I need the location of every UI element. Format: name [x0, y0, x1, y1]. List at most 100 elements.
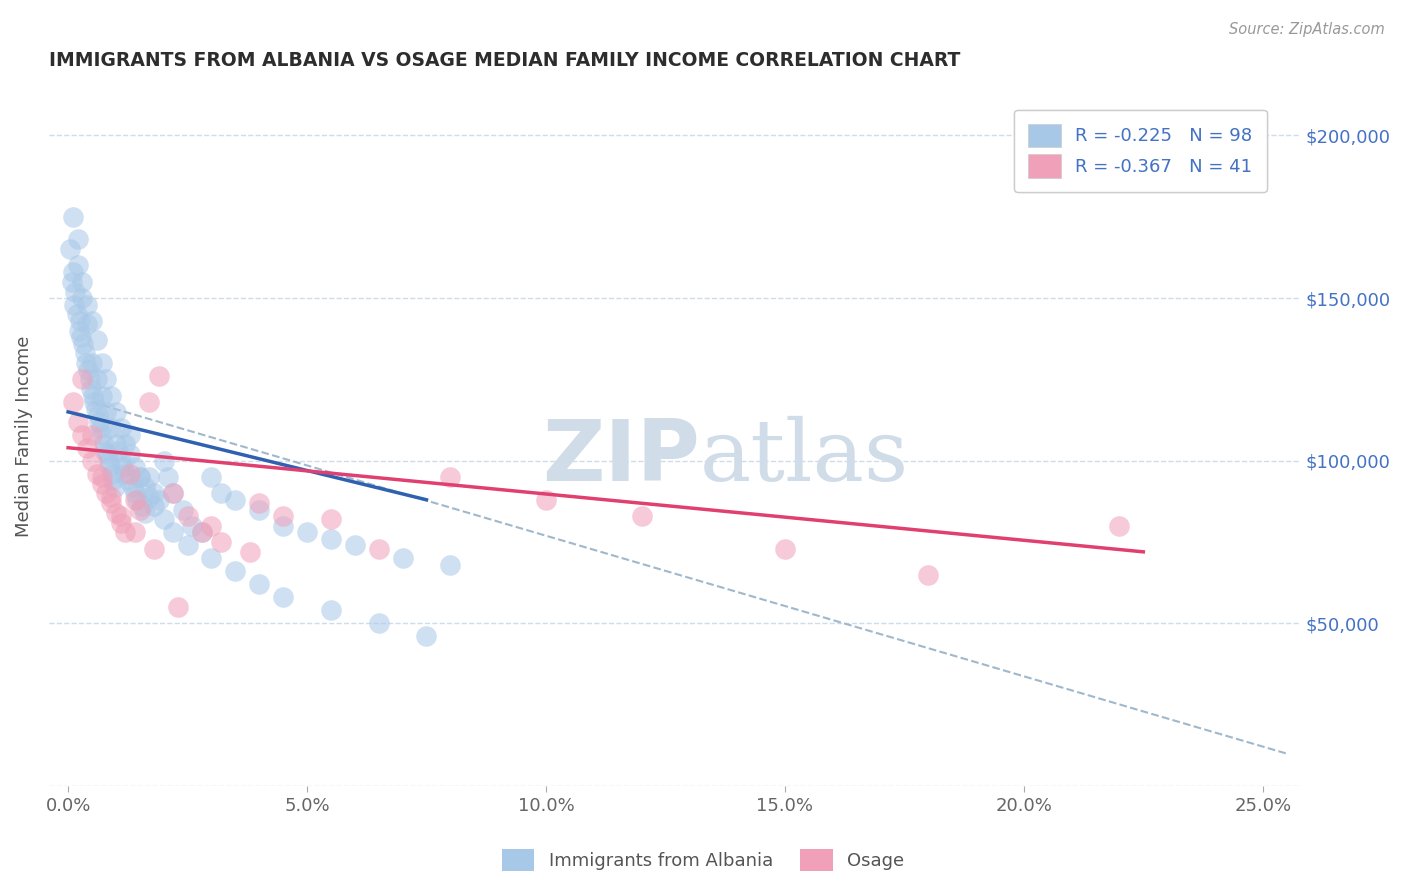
Point [73, 346, 96, 360]
Point [131, 500, 153, 514]
Point [91, 427, 114, 442]
Point [66, 415, 89, 429]
Point [128, 502, 150, 516]
Point [72, 336, 94, 351]
Point [120, 427, 142, 442]
Text: IMMIGRANTS FROM ALBANIA VS OSAGE MEDIAN FAMILY INCOME CORRELATION CHART: IMMIGRANTS FROM ALBANIA VS OSAGE MEDIAN … [49, 51, 960, 70]
Point [181, 518, 204, 533]
Point [104, 437, 127, 451]
Point [630, 509, 652, 524]
Point [167, 600, 190, 615]
Point [97, 454, 120, 468]
Legend: R = -0.225   N = 98, R = -0.367   N = 41: R = -0.225 N = 98, R = -0.367 N = 41 [1014, 110, 1267, 192]
Point [86, 467, 108, 481]
Point [157, 470, 180, 484]
Point [93, 437, 115, 451]
Point [295, 525, 318, 540]
Point [124, 486, 146, 500]
Point [100, 389, 122, 403]
Point [67, 324, 90, 338]
Point [104, 506, 127, 520]
Point [86, 372, 108, 386]
Point [63, 297, 86, 311]
Point [162, 525, 184, 540]
Point [94, 444, 117, 458]
Point [124, 492, 146, 507]
Legend: Immigrants from Albania, Osage: Immigrants from Albania, Osage [495, 842, 911, 879]
Point [152, 512, 174, 526]
Point [162, 486, 184, 500]
Point [96, 486, 118, 500]
Point [100, 496, 122, 510]
Point [271, 518, 294, 533]
Point [1108, 518, 1130, 533]
Point [917, 567, 939, 582]
Point [319, 603, 342, 617]
Point [80, 382, 103, 396]
Point [343, 538, 366, 552]
Point [76, 317, 98, 331]
Point [75, 356, 97, 370]
Point [148, 492, 170, 507]
Point [124, 460, 146, 475]
Point [59, 242, 82, 256]
Text: ZIP: ZIP [543, 416, 700, 499]
Point [76, 297, 98, 311]
Point [367, 541, 389, 556]
Point [124, 525, 146, 540]
Point [60, 275, 83, 289]
Point [96, 447, 118, 461]
Text: atlas: atlas [700, 416, 910, 499]
Point [90, 476, 112, 491]
Point [415, 630, 437, 644]
Point [89, 415, 111, 429]
Point [104, 480, 127, 494]
Point [80, 314, 103, 328]
Point [138, 490, 160, 504]
Point [66, 259, 89, 273]
Point [101, 467, 124, 481]
Point [114, 437, 136, 451]
Point [209, 486, 232, 500]
Point [77, 362, 100, 376]
Point [143, 500, 166, 514]
Point [120, 447, 142, 461]
Point [138, 470, 160, 484]
Point [80, 454, 103, 468]
Point [247, 496, 270, 510]
Point [172, 502, 194, 516]
Point [200, 470, 222, 484]
Point [110, 516, 132, 530]
Point [134, 480, 156, 494]
Point [200, 551, 222, 566]
Point [239, 545, 262, 559]
Point [127, 492, 149, 507]
Point [86, 408, 108, 422]
Point [84, 401, 107, 416]
Point [96, 405, 118, 419]
Point [103, 473, 125, 487]
Point [66, 232, 89, 246]
Point [117, 473, 139, 487]
Point [80, 427, 103, 442]
Point [191, 525, 214, 540]
Point [143, 541, 166, 556]
Point [90, 421, 112, 435]
Point [121, 480, 143, 494]
Y-axis label: Median Family Income: Median Family Income [15, 335, 32, 537]
Point [319, 512, 342, 526]
Point [72, 275, 94, 289]
Point [90, 470, 112, 484]
Point [107, 444, 129, 458]
Point [114, 467, 136, 481]
Point [80, 356, 103, 370]
Point [110, 454, 132, 468]
Point [72, 427, 94, 442]
Point [62, 265, 84, 279]
Point [100, 421, 122, 435]
Point [439, 558, 461, 572]
Point [367, 616, 389, 631]
Point [134, 506, 156, 520]
Point [96, 372, 118, 386]
Point [62, 395, 84, 409]
